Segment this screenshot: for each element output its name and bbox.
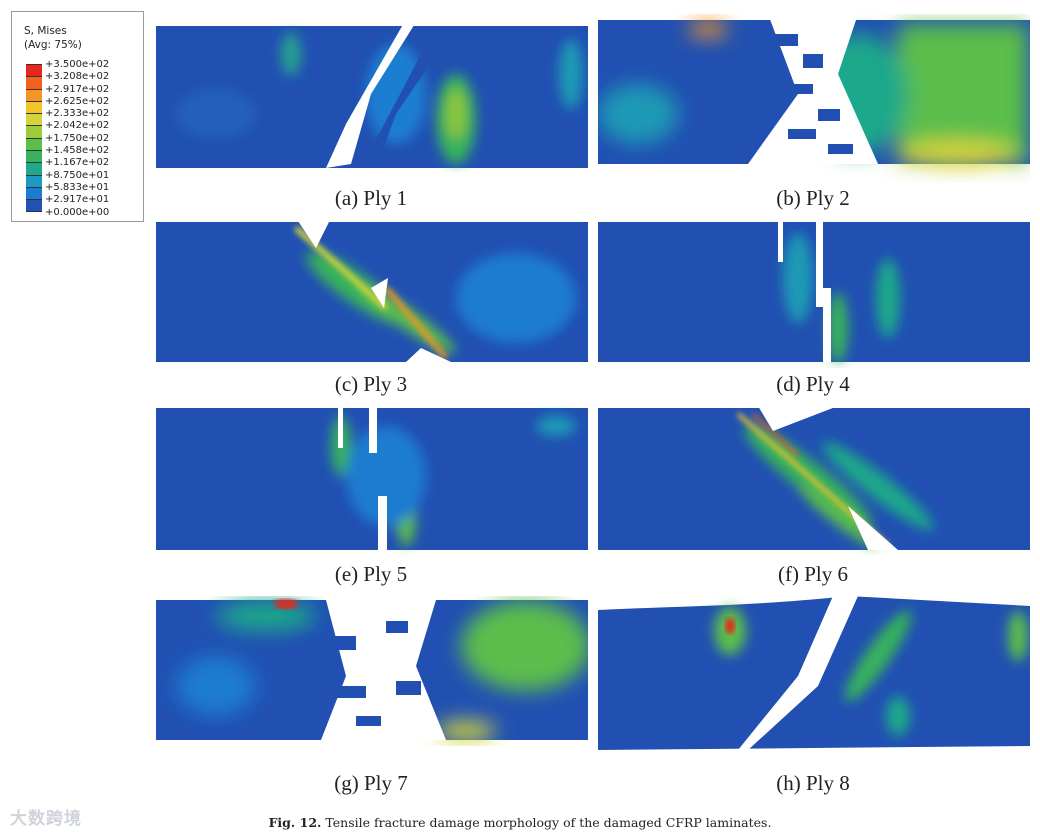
panel-ply-5	[156, 406, 588, 556]
legend-title-line1: S, Mises	[24, 25, 67, 37]
caption-ply-5: (e) Ply 5	[334, 562, 408, 586]
legend-swatch	[26, 125, 42, 138]
legend-tick: +2.625e+02	[45, 95, 110, 107]
ply-7-contour	[156, 599, 588, 741]
legend-title: S, Mises (Avg: 75%)	[24, 24, 82, 52]
caption-ply-7: (g) Ply 7	[334, 771, 408, 795]
caption-ply-1: (a) Ply 1	[334, 186, 408, 210]
legend-tick: +3.500e+02	[45, 59, 110, 70]
legend-swatch	[26, 137, 42, 151]
caption-ply-2: (b) Ply 2	[776, 186, 850, 210]
legend-swatch	[26, 76, 42, 89]
watermark: 大数跨境	[10, 809, 82, 829]
panel-ply-2	[598, 14, 1030, 184]
legend-tick: +2.042e+02	[45, 120, 110, 132]
legend-tick: +2.917e+01	[45, 194, 110, 206]
panel-ply-4	[598, 218, 1030, 368]
panel-ply-8	[598, 596, 1030, 756]
ply-8-contour	[598, 596, 1030, 750]
ply-3-contour	[156, 218, 588, 362]
caption-ply-8: (h) Ply 8	[776, 771, 850, 795]
legend-swatch	[26, 174, 42, 187]
legend-swatch	[26, 113, 42, 126]
legend-tick: +2.917e+02	[45, 83, 110, 95]
caption-ply-4: (d) Ply 4	[776, 372, 850, 396]
stress-legend: S, Mises (Avg: 75%) +3.500e+02 +3.208e+0…	[11, 11, 144, 222]
panel-ply-1	[156, 14, 588, 184]
panel-ply-7	[156, 596, 588, 746]
legend-title-line2: (Avg: 75%)	[24, 39, 82, 51]
legend-swatch	[26, 88, 42, 101]
figure-caption: Fig. 12. Tensile fracture damage morphol…	[0, 815, 1040, 830]
figure-label: Fig. 12.	[268, 815, 322, 830]
caption-ply-3: (c) Ply 3	[334, 372, 408, 396]
legend-tick: +1.750e+02	[45, 132, 110, 144]
legend-tick: +2.333e+02	[45, 108, 110, 120]
panel-ply-6	[598, 406, 1030, 556]
ply-4-contour	[598, 222, 1030, 363]
ply-1-contour	[156, 14, 588, 168]
ply-6-contour	[598, 406, 1030, 550]
legend-swatch	[26, 100, 42, 114]
legend-tick: +1.458e+02	[45, 145, 110, 157]
legend-tick: +5.833e+01	[45, 181, 110, 193]
legend-tick: +0.000e+00	[45, 206, 110, 218]
caption-ply-6: (f) Ply 6	[778, 562, 848, 586]
legend-swatch	[26, 150, 42, 163]
ply-5-contour	[156, 408, 588, 550]
legend-swatch	[26, 186, 42, 200]
legend-swatch	[26, 162, 42, 175]
legend-tick-labels: +3.500e+02 +3.208e+02 +2.917e+02 +2.625e…	[45, 59, 109, 219]
legend-tick: +1.167e+02	[45, 157, 110, 169]
legend-swatch	[26, 199, 42, 212]
legend-color-scale	[26, 64, 42, 212]
legend-tick: +3.208e+02	[45, 71, 110, 83]
panel-ply-3	[156, 218, 588, 368]
ply-2-contour	[598, 14, 1030, 168]
legend-swatch	[26, 64, 42, 77]
legend-tick: +8.750e+01	[45, 169, 110, 181]
figure-caption-text: Tensile fracture damage morphology of th…	[325, 815, 772, 830]
